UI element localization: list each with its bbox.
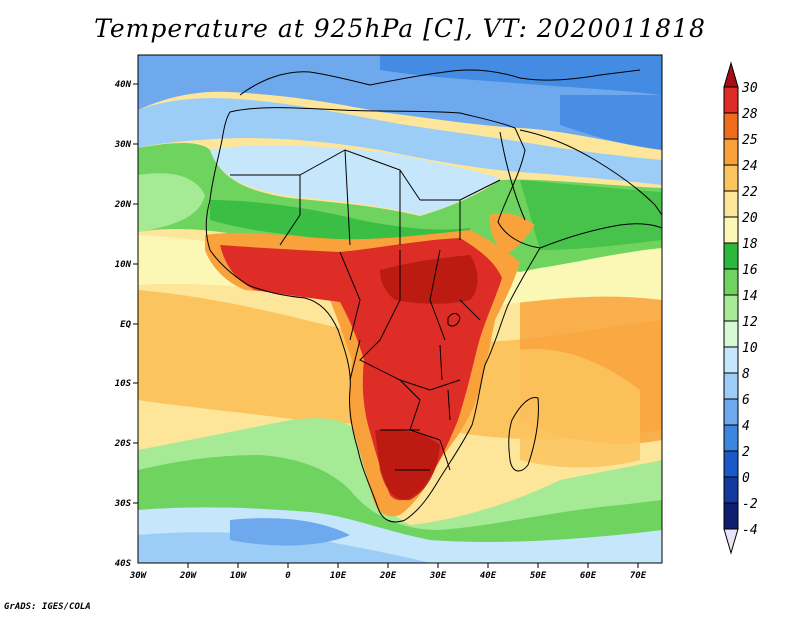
lon-label: 30W	[129, 571, 148, 581]
colorbar	[723, 61, 739, 555]
colorbar-swatch	[723, 320, 739, 348]
madagascar-coast	[508, 396, 539, 472]
colorbar-label: 25	[742, 133, 758, 148]
lon-label: 70E	[630, 571, 647, 581]
field-far-north-dark	[380, 55, 662, 95]
field-sahel-darkgreen	[210, 200, 470, 248]
lat-label: 20S	[114, 439, 132, 449]
colorbar-swatch	[723, 450, 739, 478]
colorbar-swatch	[723, 138, 739, 166]
colorbar-swatch	[723, 398, 739, 426]
great-lakes	[439, 313, 461, 421]
colorbar-swatch	[723, 346, 739, 374]
colorbar-label: 10	[742, 341, 758, 356]
lon-label: 50E	[530, 571, 547, 581]
red-sea-coast	[499, 131, 526, 221]
colorbar-label: 0	[742, 471, 750, 486]
lat-axis: 40N 30N 20N 10N EQ 10S 20S 30S 40S	[114, 80, 138, 569]
lat-label: EQ	[120, 320, 131, 330]
colorbar-swatch	[723, 242, 739, 270]
field-southwest-blue	[230, 518, 350, 546]
field-madagascar-east-orange	[520, 349, 640, 468]
colorbar-label: -2	[742, 497, 758, 512]
field-sahara-pale	[210, 145, 500, 215]
colorbar-label: 18	[742, 237, 758, 252]
map-title: Temperature at 925hPa [C], VT: 202001181…	[94, 14, 706, 43]
grads-credit: GrADS: IGES/COLA	[4, 602, 91, 612]
africa-coastline	[205, 107, 541, 523]
colorbar-swatch	[723, 502, 739, 530]
lat-label: 30N	[114, 140, 132, 150]
field-east-horn-orange	[489, 213, 535, 255]
colorbar-label: 24	[742, 159, 758, 174]
colorbar-label: 22	[742, 185, 758, 200]
lon-label: 0	[285, 571, 291, 581]
colorbar-swatch	[723, 86, 739, 114]
colorbar-label: 20	[742, 211, 758, 226]
arabia-coast	[519, 129, 662, 249]
lon-label: 20E	[379, 571, 397, 581]
europe-coast	[239, 69, 641, 96]
colorbar-label: 6	[742, 393, 750, 408]
colorbar-label: 2	[742, 445, 750, 460]
lon-label: 20W	[179, 571, 198, 581]
colorbar-swatch	[723, 424, 739, 452]
lat-label: 40S	[115, 559, 132, 569]
field-land-darkred	[380, 255, 478, 304]
field-arabia-green	[520, 180, 662, 250]
lon-axis: 30W 20W 10W 0 10E 20E 30E 40E 50E 60E 70…	[129, 563, 647, 581]
colorbar-swatch	[723, 476, 739, 504]
colorbar-label: 16	[742, 263, 758, 278]
lon-label: 10W	[230, 571, 248, 581]
map-frame	[137, 54, 663, 564]
colorbar-label: 4	[742, 419, 750, 434]
lon-label: 40E	[480, 571, 497, 581]
field-north-med	[138, 98, 662, 185]
lat-label: 10S	[115, 379, 132, 389]
temperature-field	[138, 55, 662, 563]
colorbar-swatch	[723, 112, 739, 140]
colorbar-swatch	[723, 372, 739, 400]
colorbar-labels: 30 28 25 24 22 20 18 16 14 12 10 8 6 4 2…	[741, 81, 758, 538]
colorbar-swatch	[723, 164, 739, 192]
colorbar-swatch	[723, 216, 739, 244]
colorbar-swatch	[723, 294, 739, 322]
colorbar-label: 28	[742, 107, 758, 122]
field-south-blue	[138, 532, 430, 563]
colorbar-label: 12	[742, 315, 758, 330]
border-lines	[230, 149, 501, 471]
field-atlantic-lightgreen	[138, 173, 205, 232]
lat-label: 20N	[114, 200, 132, 210]
colorbar-swatch	[723, 190, 739, 218]
colorbar-label: 14	[742, 289, 758, 304]
field-sahel-green	[138, 143, 662, 272]
field-land-darkred-south	[375, 429, 440, 501]
lat-label: 30S	[114, 499, 132, 509]
colorbar-label: -4	[742, 523, 758, 538]
colorbar-label: 30	[741, 81, 758, 96]
colorbar-bottom-triangle	[723, 528, 739, 555]
colorbar-swatch	[723, 268, 739, 296]
map-boundaries	[205, 69, 662, 523]
lon-label: 30E	[429, 571, 447, 581]
lon-label: 10E	[330, 571, 347, 581]
lat-label: 10N	[115, 260, 132, 270]
lat-label: 40N	[115, 80, 132, 90]
colorbar-top-triangle	[723, 61, 739, 88]
lon-label: 60E	[580, 571, 597, 581]
field-arabia-blue	[560, 95, 662, 150]
colorbar-label: 8	[742, 367, 750, 382]
